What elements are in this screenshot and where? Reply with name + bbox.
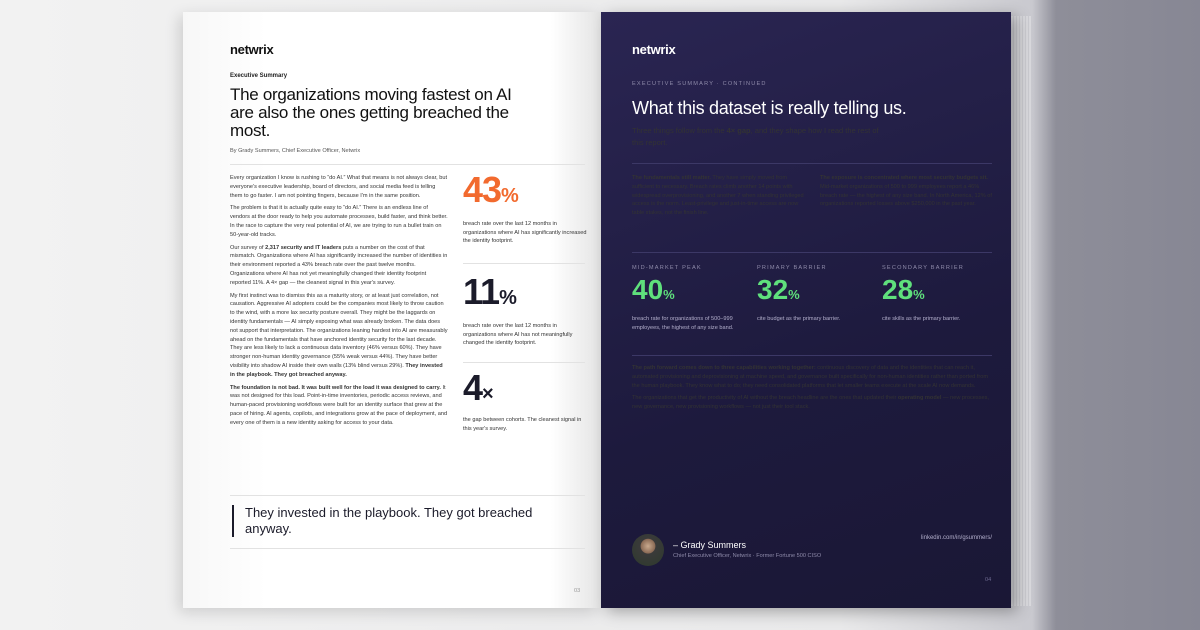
text-run: 2,317 security and IT leaders: [265, 244, 342, 251]
text-run: operating model: [897, 395, 942, 402]
stat-label: PRIMARY BARRIER: [757, 265, 827, 271]
text-run: 4× gap: [726, 126, 751, 135]
eyebrow: EXECUTIVE SUMMARY · CONTINUED: [632, 81, 767, 87]
stat: 11% breach rate over the last 12 months …: [463, 274, 588, 348]
divider: [463, 263, 585, 264]
paragraph: The problem is that it is actually quite…: [230, 204, 448, 239]
avatar: [632, 534, 664, 566]
text-run: It was not designed for this load. Point…: [230, 384, 448, 426]
number: 11: [463, 271, 500, 312]
divider: [632, 355, 992, 356]
divider: [230, 495, 585, 496]
unit: %: [913, 287, 925, 302]
title: What this dataset is really telling us.: [632, 98, 907, 118]
stat-caption: the gap between cohorts. The cleanest si…: [463, 417, 582, 432]
number: 43: [463, 169, 502, 210]
text-run: Every organization I know is rushing to …: [230, 175, 448, 199]
page-number: 03: [574, 588, 581, 594]
signature-role: Chief Executive Officer, Netwrix · Forme…: [673, 553, 822, 559]
number: 4: [463, 367, 483, 408]
unit: %: [788, 287, 800, 302]
paragraph: Every organization I know is rushing to …: [230, 174, 448, 200]
stat-number: 4×: [463, 370, 588, 412]
unit: %: [501, 185, 519, 207]
eyebrow: Executive Summary: [230, 73, 288, 79]
text-run: Three things follow from the: [632, 126, 727, 135]
body-text: Every organization I know is rushing to …: [230, 174, 448, 490]
logo: netwrix: [230, 42, 274, 57]
text-run: Our survey of: [230, 244, 266, 251]
column: The fundamentals still matter. They have…: [632, 174, 804, 222]
paragraph: The foundation is not bad. It was built …: [230, 384, 448, 428]
stat: PRIMARY BARRIER 32% cite budget as the p…: [757, 265, 869, 324]
stat-caption: cite skills as the primary barrier.: [882, 316, 961, 322]
linkedin-link[interactable]: linkedin.com/in/gsummers/: [920, 535, 992, 541]
paragraph: The organizations that get the productiv…: [632, 394, 992, 412]
text-run: They have simply moved from sufficient t…: [632, 175, 804, 217]
paragraph: The path forward comes down to three cap…: [632, 364, 992, 390]
unit: ×: [482, 383, 494, 405]
stat-number: 40%: [632, 275, 744, 310]
signature-name: – Grady Summers: [673, 540, 747, 550]
number: 32: [757, 274, 789, 305]
paragraph: My first instinct was to dismiss this as…: [230, 292, 448, 380]
stat-number: 28%: [882, 275, 994, 310]
text-run: — new processes, new governance, new pro…: [632, 395, 989, 411]
stat: 4× the gap between cohorts. The cleanest…: [463, 370, 588, 433]
page-number: 04: [985, 577, 992, 583]
unit: %: [499, 287, 517, 309]
stat-caption: breach rate for organizations of 500–999…: [632, 316, 734, 331]
text-run: continuous discovery of data and the ide…: [632, 365, 989, 389]
stat: SECONDARY BARRIER 28% cite skills as the…: [882, 265, 994, 324]
number: 28: [882, 274, 914, 305]
divider: [632, 163, 992, 164]
stat: MID-MARKET PEAK 40% breach rate for orga…: [632, 265, 744, 333]
divider: [632, 252, 992, 253]
title: The organizations moving fastest on AI a…: [230, 85, 512, 140]
divider: [463, 362, 585, 363]
text-run: The fundamentals still matter.: [632, 175, 711, 181]
quote-bar: [232, 505, 234, 537]
text-run: Mid-market organizations of 500 to 999 e…: [820, 183, 992, 208]
left-page: [183, 12, 601, 608]
text-run: puts a number on the cost of that mismat…: [230, 244, 448, 286]
text-run: My first instinct was to dismiss this as…: [230, 292, 448, 369]
text-run: , and they shape how I read the rest of …: [632, 126, 879, 147]
text-run: They invested in the playbook. They got …: [230, 362, 443, 378]
page-edges: [1011, 16, 1031, 606]
stat-caption: cite budget as the primary barrier.: [757, 316, 841, 322]
number: 40: [632, 274, 664, 305]
divider: [230, 548, 585, 549]
stat-number: 43%: [463, 172, 588, 214]
right-page: [601, 12, 1011, 608]
pull-quote: They invested in the playbook. They got …: [245, 505, 533, 536]
subtitle: Three things follow from the 4× gap, and…: [632, 125, 892, 153]
paragraph: Our survey of 2,317 security and IT lead…: [230, 244, 448, 288]
stat-label: SECONDARY BARRIER: [882, 265, 965, 271]
text-run: The exposure is concentrated where most …: [820, 175, 988, 181]
stat-number: 32%: [757, 275, 869, 310]
paragraph: The exposure is concentrated where most …: [820, 174, 994, 209]
text-run: The foundation is not bad. It was built …: [230, 384, 441, 391]
paragraph: The fundamentals still matter. They have…: [632, 174, 804, 218]
unit: %: [663, 287, 675, 302]
paragraph: Three things follow from the 4× gap, and…: [632, 125, 892, 149]
text-run: The path forward comes down to three cap…: [632, 365, 816, 371]
stat: 43% breach rate over the last 12 months …: [463, 172, 588, 246]
divider: [230, 164, 585, 165]
body-text: The path forward comes down to three cap…: [632, 364, 992, 416]
byline: By Grady Summers, Chief Executive Office…: [230, 148, 361, 154]
stat-number: 11%: [463, 274, 588, 316]
stat-caption: breach rate over the last 12 months in o…: [463, 323, 573, 346]
logo: netwrix: [632, 42, 676, 57]
text-run: The organizations that get the productiv…: [632, 395, 898, 402]
text-run: The problem is that it is actually quite…: [230, 205, 448, 238]
stat-caption: breach rate over the last 12 months in o…: [463, 221, 587, 244]
column: The exposure is concentrated where most …: [820, 174, 994, 213]
stat-label: MID-MARKET PEAK: [632, 265, 702, 271]
